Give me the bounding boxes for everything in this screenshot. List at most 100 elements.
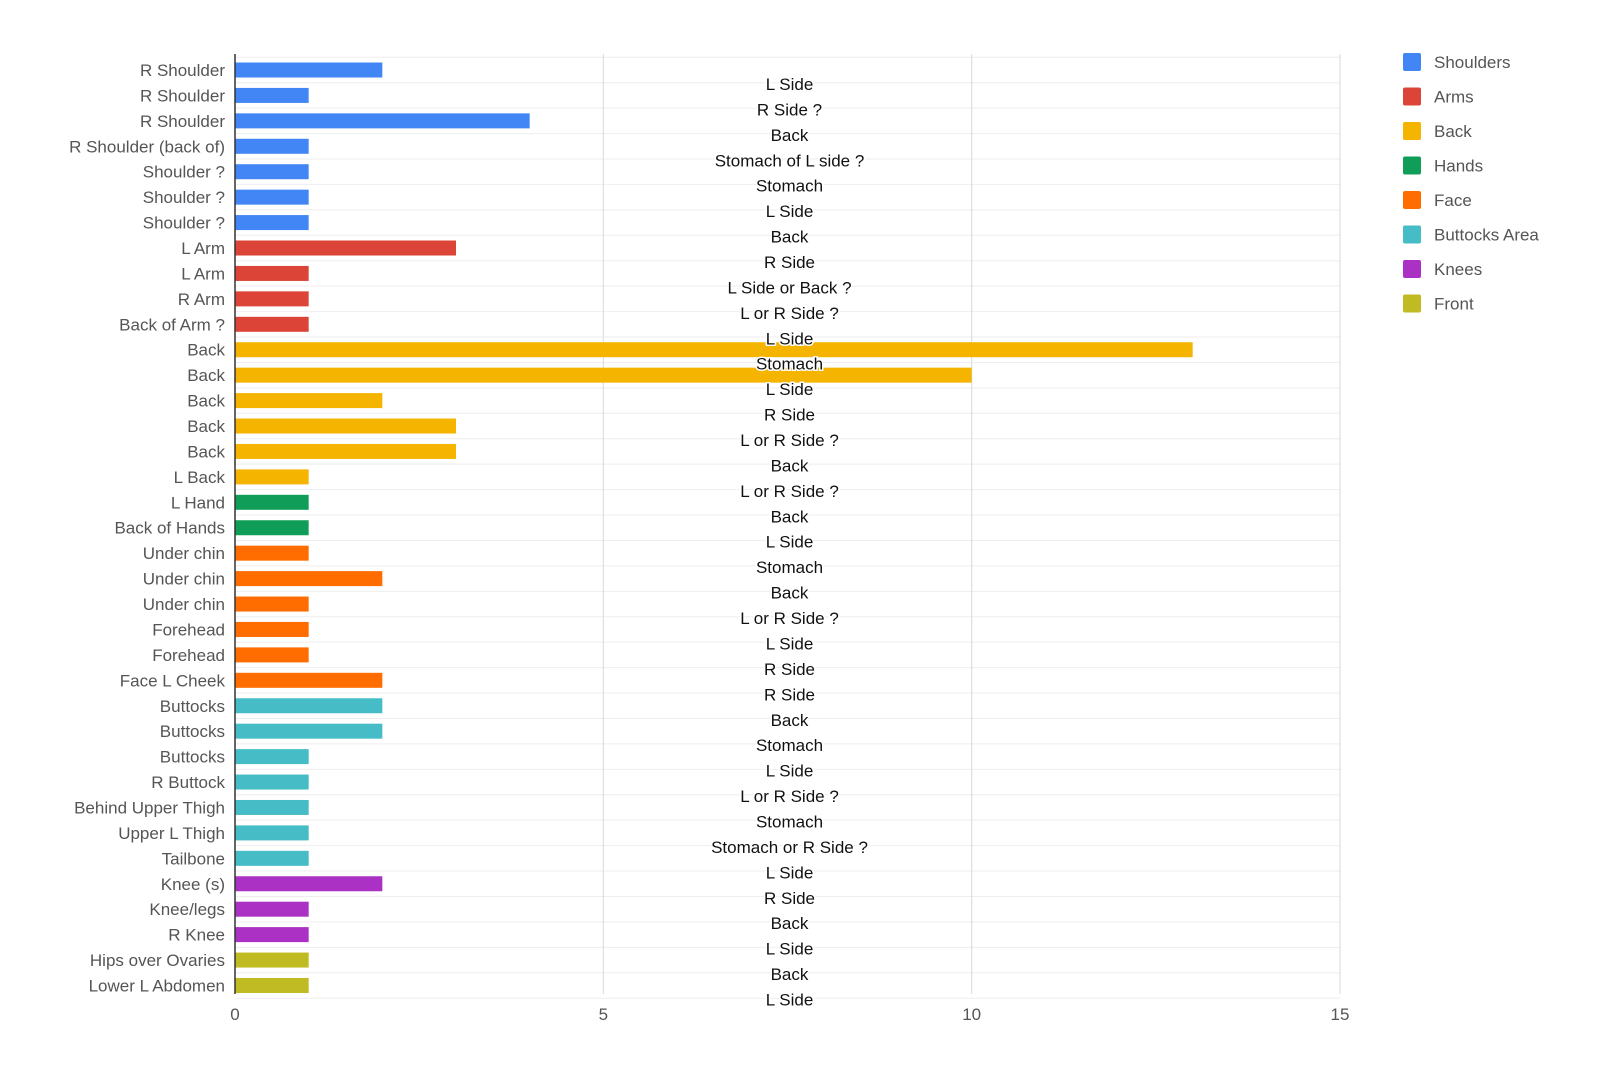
annotation-label: Back — [771, 507, 809, 526]
category-label: Forehead — [152, 620, 225, 639]
annotation-label: R Side ? — [757, 100, 822, 119]
annotation-label: Back — [771, 584, 809, 603]
category-label: L Hand — [171, 493, 225, 512]
legend-label: Knees — [1434, 260, 1482, 279]
bar — [235, 87, 309, 103]
bar — [235, 647, 309, 663]
annotation-label: L or R Side ? — [740, 609, 839, 628]
legend-swatch — [1403, 225, 1421, 244]
category-label: Forehead — [152, 646, 225, 665]
bar — [235, 138, 309, 154]
annotation-label: L Side or Back ? — [727, 278, 851, 297]
bar — [235, 825, 309, 841]
bar — [235, 469, 309, 485]
bar — [235, 316, 309, 332]
category-labels: R Shoulder R Shoulder R Shoulder R Shoulder… — [69, 61, 225, 995]
category-label: Back — [187, 341, 225, 360]
category-label: Back of Arm ? — [119, 315, 225, 334]
bar — [235, 723, 383, 739]
category-label: Behind Upper Thigh — [74, 798, 225, 817]
annotation-label: R Side — [764, 406, 815, 425]
category-label: R Shoulder — [140, 112, 225, 131]
annotation-label: L Side — [766, 990, 814, 1009]
category-label: L Arm — [181, 264, 225, 283]
category-label: Back — [187, 392, 225, 411]
category-label: Under chin — [143, 595, 225, 614]
bar — [235, 215, 309, 231]
annotation-label: L or R Side ? — [740, 304, 839, 323]
bar — [235, 291, 309, 307]
bars — [235, 62, 1193, 993]
category-label: Shoulder ? — [143, 214, 225, 233]
annotation-label: Stomach — [756, 355, 823, 374]
bar — [235, 418, 456, 434]
category-label: Back — [187, 442, 225, 461]
annotation-label: L Side — [766, 380, 814, 399]
legend-swatch — [1403, 191, 1421, 209]
annotation-label: R Side — [764, 253, 815, 272]
category-label: R Arm — [178, 290, 225, 309]
bar — [235, 901, 309, 917]
legend-label: Buttocks Area — [1434, 226, 1539, 245]
bar — [235, 545, 309, 561]
legend-swatch — [1403, 156, 1421, 175]
legend-label: Face — [1434, 191, 1472, 210]
annotation-label: Stomach or R Side ? — [711, 838, 868, 857]
bar — [235, 265, 309, 281]
bar — [235, 164, 309, 180]
category-label: Back — [187, 366, 225, 385]
annotation-label: Stomach — [756, 558, 823, 577]
legend-swatch — [1403, 53, 1421, 71]
category-label: R Shoulder — [140, 86, 225, 105]
category-label: Hips over Ovaries — [90, 951, 225, 970]
annotation-label: Stomach — [756, 812, 823, 831]
category-label: Shoulder ? — [143, 163, 225, 182]
category-label: Buttocks — [160, 697, 225, 716]
bar — [235, 113, 530, 129]
legend-label: Hands — [1434, 157, 1483, 176]
category-label: Tailbone — [162, 849, 225, 868]
annotation-label: L Side — [766, 863, 814, 882]
annotation-label: L Side — [766, 940, 814, 959]
annotation-label: Back — [771, 126, 809, 145]
x-tick-label: 15 — [1331, 1005, 1350, 1024]
annotation-label: Back — [771, 228, 809, 247]
bar — [235, 520, 309, 536]
bar — [235, 240, 456, 256]
category-label: Knee/legs — [149, 900, 225, 919]
annotation-label: L Side — [766, 533, 814, 552]
annotation-label: L Side — [766, 634, 814, 653]
x-axis-ticks: 0 5 10 15 — [230, 1005, 1349, 1024]
bar — [235, 189, 309, 205]
bar — [235, 799, 309, 815]
bar — [235, 876, 383, 892]
row-lines — [235, 56, 1340, 999]
category-label: L Arm — [181, 239, 225, 258]
category-label: Buttocks — [160, 722, 225, 741]
annotation-label: Stomach of L side ? — [715, 151, 865, 170]
legend-swatch — [1403, 260, 1421, 278]
category-label: Face L Cheek — [120, 671, 226, 690]
annotation-label: L Side — [766, 762, 814, 781]
bar — [235, 774, 309, 790]
category-label: Under chin — [143, 570, 225, 589]
annotation-label: L Side — [766, 202, 814, 221]
category-label: Knee (s) — [161, 875, 225, 894]
annotation-label: L or R Side ? — [740, 482, 839, 501]
annotation-label: L Side — [766, 75, 814, 94]
bar — [235, 698, 383, 714]
x-tick-label: 0 — [230, 1005, 239, 1024]
category-label: Back — [187, 417, 225, 436]
annotation-label: R Side — [764, 889, 815, 908]
annotation-label: R Side — [764, 660, 815, 679]
category-label: Lower L Abdomen — [89, 976, 225, 995]
category-label: R Knee — [168, 926, 225, 945]
bar — [235, 927, 309, 943]
category-label: R Buttock — [151, 773, 225, 792]
legend-label: Front — [1434, 295, 1474, 314]
legend-swatch — [1403, 122, 1421, 140]
annotation-label: R Side — [764, 685, 815, 704]
annotation-labels: L Side R Side ? Back Stomach of L side ? Sto… — [710, 74, 870, 1011]
